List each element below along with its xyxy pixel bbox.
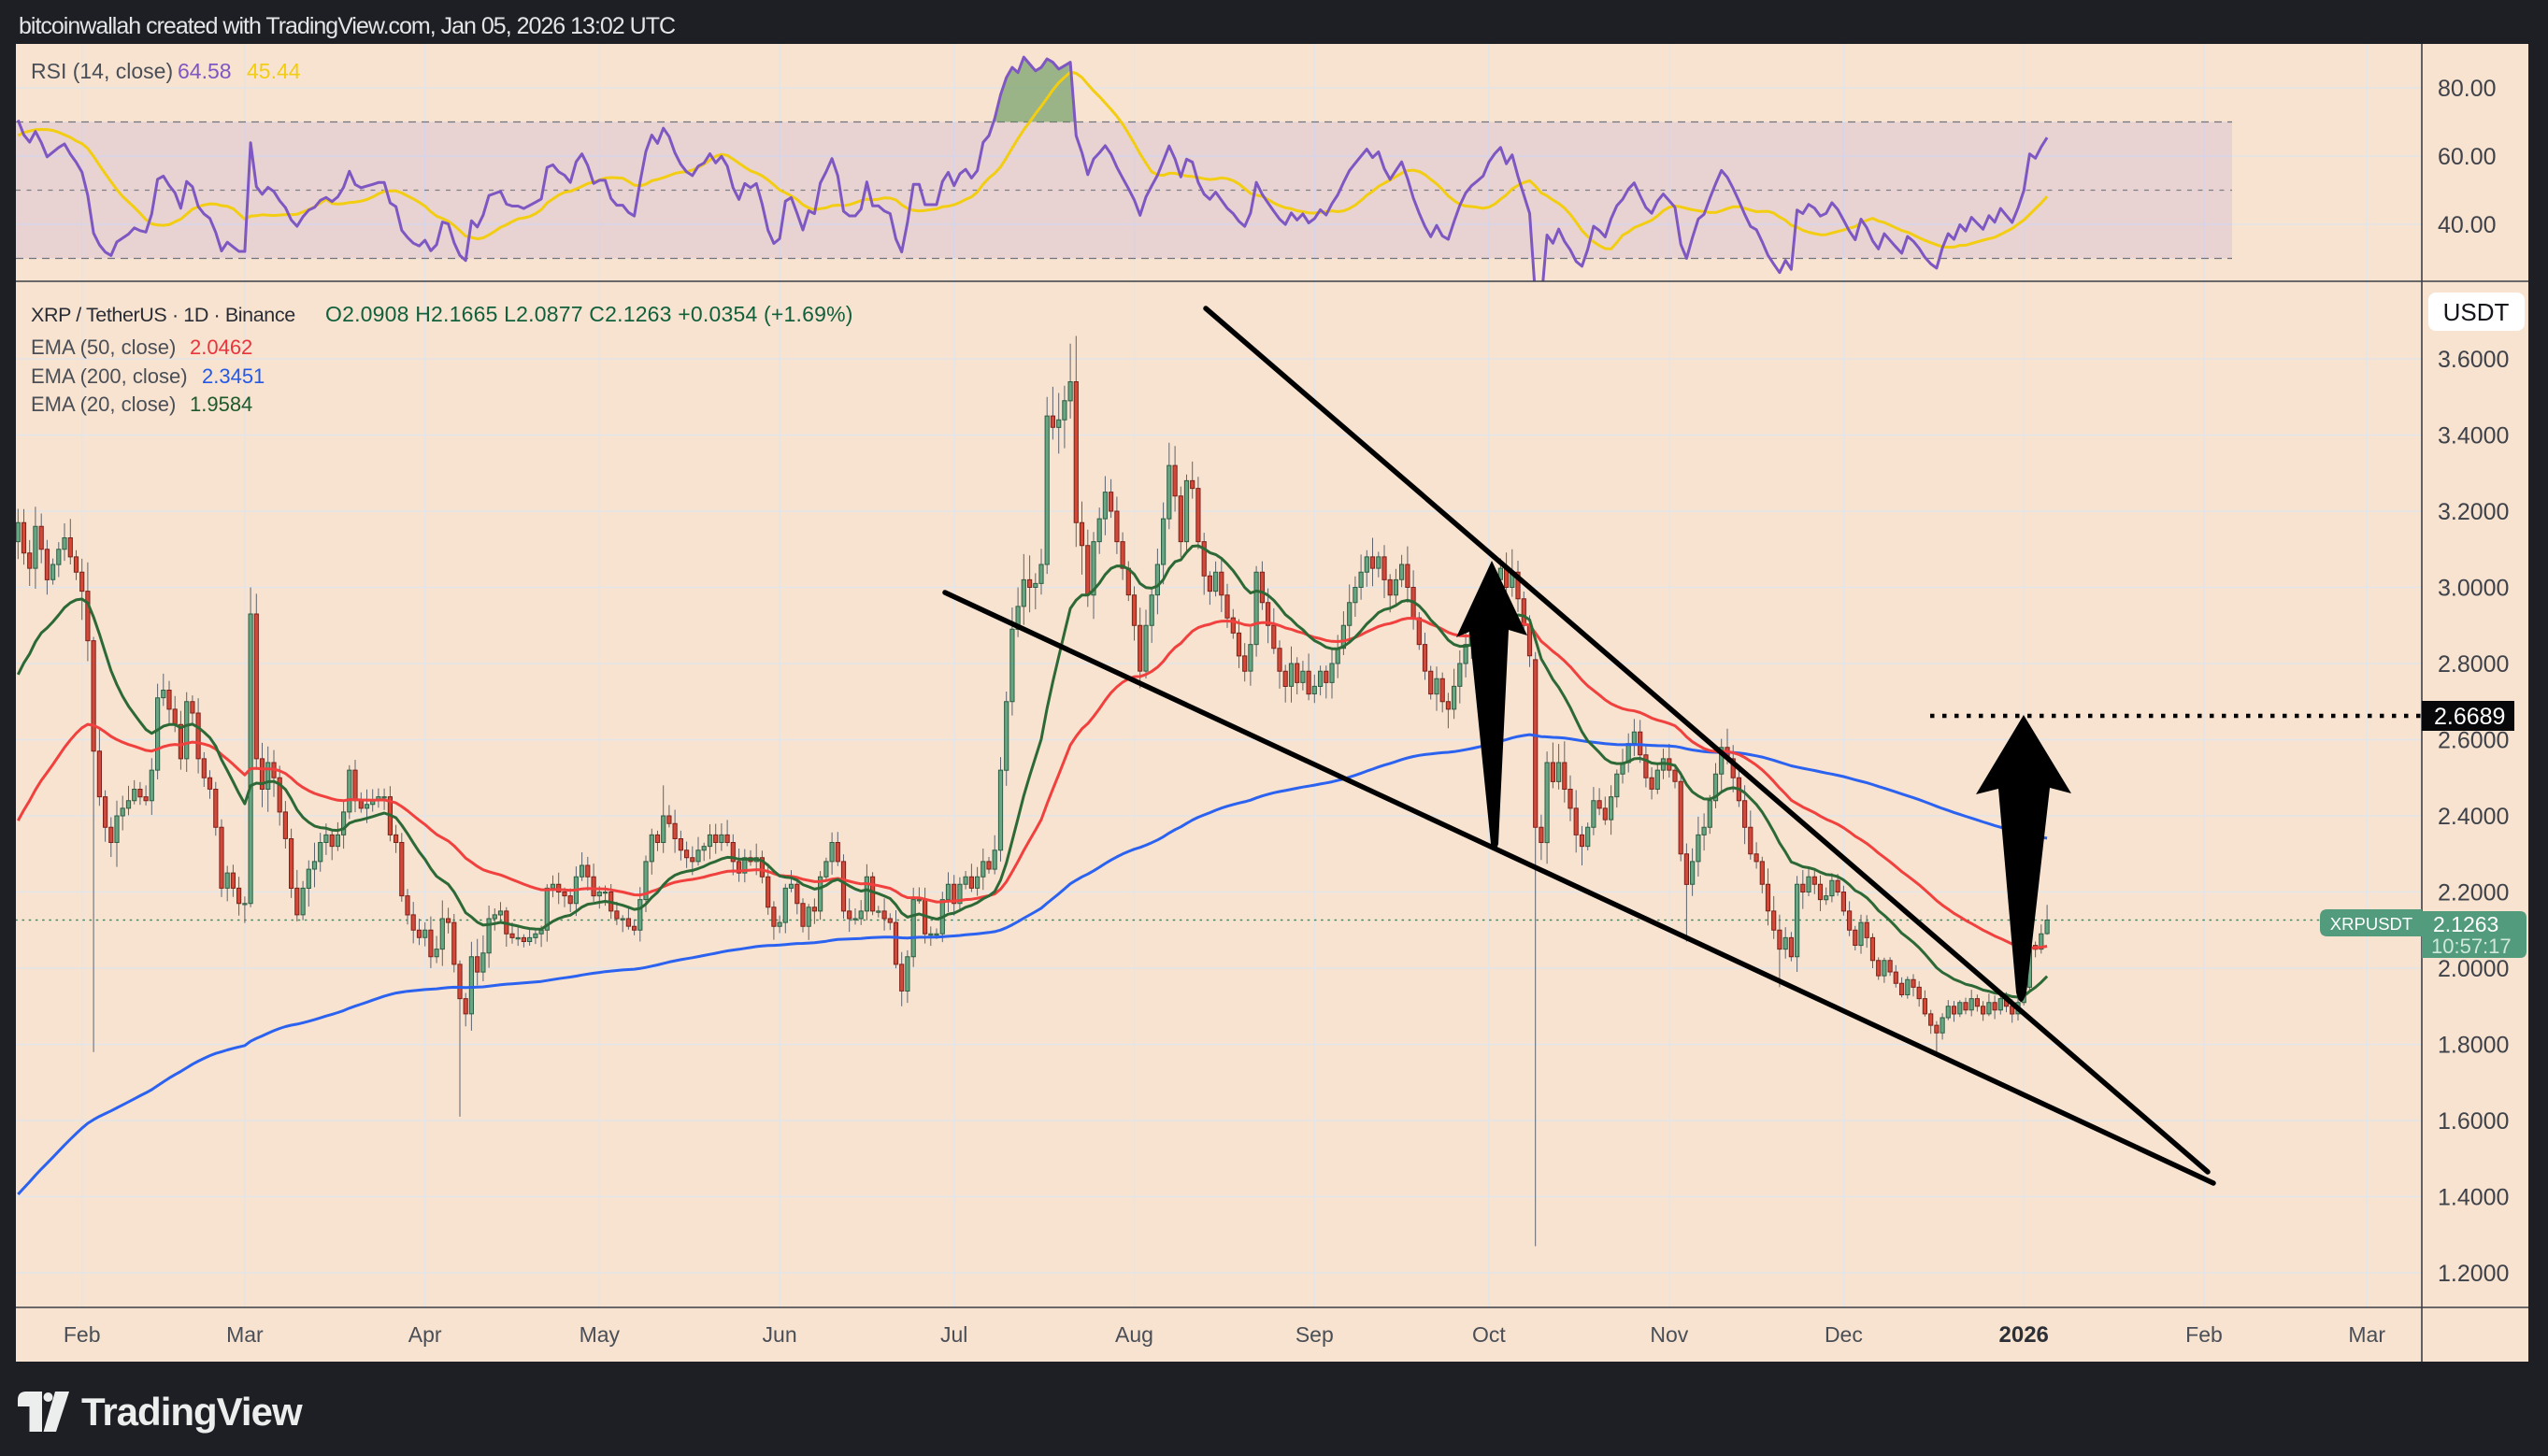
svg-text:Jun: Jun bbox=[763, 1322, 797, 1347]
svg-text:Feb: Feb bbox=[64, 1322, 101, 1347]
svg-text:XRP / TetherUS · 1D · Binance: XRP / TetherUS · 1D · Binance bbox=[31, 304, 295, 326]
svg-text:Feb: Feb bbox=[2185, 1322, 2223, 1347]
svg-text:Apr: Apr bbox=[408, 1322, 442, 1347]
svg-text:2.8000: 2.8000 bbox=[2438, 651, 2509, 678]
svg-text:1.9584: 1.9584 bbox=[190, 393, 252, 416]
svg-text:Dec: Dec bbox=[1825, 1322, 1863, 1347]
svg-text:2.4000: 2.4000 bbox=[2438, 804, 2509, 830]
svg-text:45.44: 45.44 bbox=[247, 59, 301, 83]
svg-text:60.00: 60.00 bbox=[2438, 144, 2497, 170]
svg-text:3.0000: 3.0000 bbox=[2438, 576, 2509, 602]
svg-text:Jul: Jul bbox=[940, 1322, 967, 1347]
svg-text:Oct: Oct bbox=[1472, 1322, 1506, 1347]
svg-text:Mar: Mar bbox=[226, 1322, 264, 1347]
svg-text:2026: 2026 bbox=[1999, 1322, 2049, 1348]
svg-text:2.1263: 2.1263 bbox=[2433, 912, 2498, 936]
svg-text:2.2000: 2.2000 bbox=[2438, 880, 2509, 906]
svg-text:3.6000: 3.6000 bbox=[2438, 347, 2509, 373]
svg-text:May: May bbox=[580, 1322, 621, 1347]
svg-text:EMA (200, close): EMA (200, close) bbox=[31, 364, 188, 388]
svg-text:O2.0908 H2.1665 L2.0877 C2.: O2.0908 H2.1665 L2.0877 C2.1263 +0.0354 … bbox=[325, 302, 853, 326]
svg-text:1.4000: 1.4000 bbox=[2438, 1185, 2509, 1211]
svg-text:Mar: Mar bbox=[2348, 1322, 2385, 1347]
svg-text:XRPUSDT: XRPUSDT bbox=[2330, 914, 2412, 934]
svg-text:2.0462: 2.0462 bbox=[190, 335, 252, 359]
svg-text:64.58: 64.58 bbox=[178, 59, 232, 83]
svg-text:40.00: 40.00 bbox=[2438, 212, 2497, 238]
svg-text:1.2000: 1.2000 bbox=[2438, 1261, 2509, 1287]
svg-text:USDT: USDT bbox=[2443, 298, 2510, 326]
svg-text:bitcoinwallah created with Tra: bitcoinwallah created with TradingView.c… bbox=[19, 13, 676, 39]
svg-text:2.6689: 2.6689 bbox=[2434, 704, 2505, 730]
svg-text:EMA (20, close): EMA (20, close) bbox=[31, 393, 176, 416]
svg-text:2.6000: 2.6000 bbox=[2438, 728, 2509, 754]
svg-text:1.8000: 1.8000 bbox=[2438, 1033, 2509, 1059]
svg-text:Sep: Sep bbox=[1295, 1322, 1334, 1347]
svg-text:RSI (14, close): RSI (14, close) bbox=[31, 59, 173, 83]
svg-text:3.2000: 3.2000 bbox=[2438, 499, 2509, 525]
svg-text:EMA (50, close): EMA (50, close) bbox=[31, 335, 176, 359]
svg-text:TradingView: TradingView bbox=[81, 1390, 303, 1434]
svg-text:1.6000: 1.6000 bbox=[2438, 1108, 2509, 1135]
svg-text:2.0000: 2.0000 bbox=[2438, 956, 2509, 982]
svg-text:Aug: Aug bbox=[1115, 1322, 1153, 1347]
svg-text:2.3451: 2.3451 bbox=[202, 364, 265, 388]
svg-text:10:57:17: 10:57:17 bbox=[2431, 935, 2512, 958]
svg-text:Nov: Nov bbox=[1650, 1322, 1688, 1347]
svg-text:3.4000: 3.4000 bbox=[2438, 423, 2509, 450]
svg-text:80.00: 80.00 bbox=[2438, 76, 2497, 102]
